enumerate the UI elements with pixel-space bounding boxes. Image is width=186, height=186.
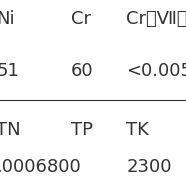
Text: Ni: Ni: [0, 10, 15, 28]
Text: Cr: Cr: [71, 10, 91, 28]
Text: 60: 60: [71, 62, 93, 80]
Text: 2300: 2300: [126, 158, 172, 176]
Text: TP: TP: [71, 121, 93, 139]
Text: TN: TN: [0, 121, 21, 139]
Text: 51: 51: [0, 62, 19, 80]
Text: .0006800: .0006800: [0, 158, 81, 176]
Text: Cr（Ⅶ）: Cr（Ⅶ）: [126, 10, 186, 28]
Text: TK: TK: [126, 121, 149, 139]
Text: <0.005: <0.005: [126, 62, 186, 80]
